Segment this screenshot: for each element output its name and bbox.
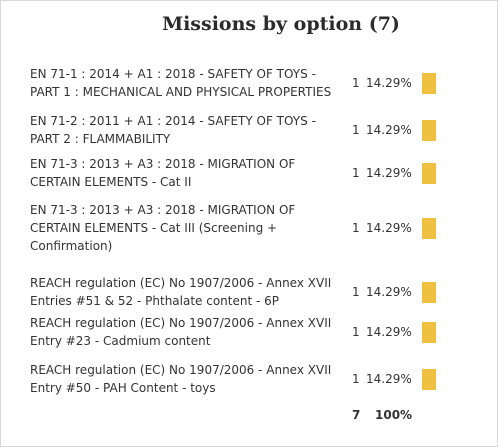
panel-title: Missions by option (7) [162, 13, 400, 35]
option-percent: 14.29% [366, 166, 412, 180]
option-share-bar [422, 321, 436, 343]
option-percent: 14.29% [366, 123, 412, 137]
option-label: REACH regulation (EC) No 1907/2006 - Ann… [30, 276, 332, 308]
option-count: 1 [352, 76, 360, 90]
option-percent: 14.29% [366, 325, 412, 339]
option-row: REACH regulation (EC) No 1907/2006 - Ann… [30, 314, 436, 350]
option-share-bar [422, 217, 436, 239]
option-percent: 14.29% [366, 76, 412, 90]
option-count: 1 [352, 221, 360, 235]
option-label: REACH regulation (EC) No 1907/2006 - Ann… [30, 363, 332, 395]
option-count: 1 [352, 166, 360, 180]
option-label: EN 71-3 : 2013 + A3 : 2018 - MIGRATION O… [30, 157, 296, 189]
option-row: EN 71-3 : 2013 + A3 : 2018 - MIGRATION O… [30, 155, 436, 191]
option-row: EN 71-2 : 2011 + A1 : 2014 - SAFETY OF T… [30, 112, 436, 148]
option-share-bar [422, 162, 436, 184]
option-label: REACH regulation (EC) No 1907/2006 - Ann… [30, 316, 332, 348]
option-share-bar [422, 368, 436, 390]
option-row: EN 71-3 : 2013 + A3 : 2018 - MIGRATION O… [30, 201, 436, 255]
option-percent: 14.29% [366, 372, 412, 386]
option-share-bar [422, 72, 436, 94]
option-count: 1 [352, 372, 360, 386]
option-count: 1 [352, 285, 360, 299]
option-percent: 14.29% [366, 221, 412, 235]
option-count: 1 [352, 123, 360, 137]
option-share-bar [422, 281, 436, 303]
option-label: EN 71-3 : 2013 + A3 : 2018 - MIGRATION O… [30, 203, 296, 253]
option-row: EN 71-1 : 2014 + A1 : 2018 - SAFETY OF T… [30, 65, 436, 101]
option-share-bar [422, 119, 436, 141]
option-label: EN 71-2 : 2011 + A1 : 2014 - SAFETY OF T… [30, 114, 316, 146]
total-percent: 100% [375, 408, 413, 422]
option-row: REACH regulation (EC) No 1907/2006 - Ann… [30, 265, 436, 319]
option-count: 1 [352, 325, 360, 339]
option-row: REACH regulation (EC) No 1907/2006 - Ann… [30, 361, 436, 397]
option-percent: 14.29% [366, 285, 412, 299]
option-label: EN 71-1 : 2014 + A1 : 2018 - SAFETY OF T… [30, 67, 332, 99]
total-count: 7 [352, 408, 361, 422]
